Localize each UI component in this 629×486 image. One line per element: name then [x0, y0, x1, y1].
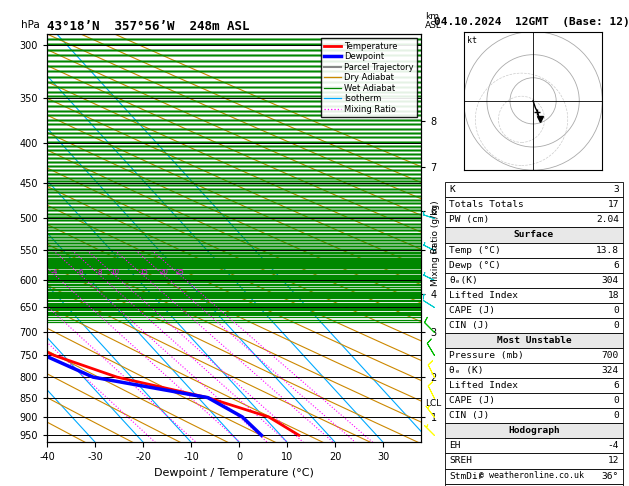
Text: θₑ(K): θₑ(K) — [449, 276, 478, 285]
Text: CAPE (J): CAPE (J) — [449, 396, 495, 405]
Text: Dewp (°C): Dewp (°C) — [449, 260, 501, 270]
Text: PW (cm): PW (cm) — [449, 215, 489, 225]
Text: θₑ (K): θₑ (K) — [449, 366, 484, 375]
Text: Totals Totals: Totals Totals — [449, 200, 524, 209]
Text: 25: 25 — [176, 269, 185, 275]
Text: Most Unstable: Most Unstable — [497, 336, 571, 345]
Text: 304: 304 — [602, 276, 619, 285]
Text: 36°: 36° — [602, 471, 619, 481]
Text: 0: 0 — [613, 396, 619, 405]
Text: 6: 6 — [613, 381, 619, 390]
Text: CIN (J): CIN (J) — [449, 321, 489, 330]
Text: CAPE (J): CAPE (J) — [449, 306, 495, 315]
Text: Hodograph: Hodograph — [508, 426, 560, 435]
Text: © weatheronline.co.uk: © weatheronline.co.uk — [479, 471, 584, 480]
Text: 04.10.2024  12GMT  (Base: 12): 04.10.2024 12GMT (Base: 12) — [433, 17, 629, 27]
Text: hPa: hPa — [21, 20, 40, 30]
Text: Lifted Index: Lifted Index — [449, 381, 518, 390]
X-axis label: Dewpoint / Temperature (°C): Dewpoint / Temperature (°C) — [154, 468, 314, 478]
Text: 0: 0 — [613, 321, 619, 330]
Text: km
ASL: km ASL — [425, 12, 442, 30]
Text: Pressure (mb): Pressure (mb) — [449, 351, 524, 360]
Text: EH: EH — [449, 441, 460, 451]
Text: 43°18’N  357°56’W  248m ASL: 43°18’N 357°56’W 248m ASL — [47, 20, 250, 33]
Text: 10: 10 — [111, 269, 120, 275]
Text: 324: 324 — [602, 366, 619, 375]
Text: SREH: SREH — [449, 456, 472, 466]
Text: K: K — [449, 185, 455, 194]
Text: 17: 17 — [608, 200, 619, 209]
Text: CIN (J): CIN (J) — [449, 411, 489, 420]
Text: 4: 4 — [53, 269, 57, 275]
Text: 12: 12 — [608, 456, 619, 466]
Text: 700: 700 — [602, 351, 619, 360]
Text: 20: 20 — [160, 269, 169, 275]
Text: Surface: Surface — [514, 230, 554, 240]
Text: 0: 0 — [613, 411, 619, 420]
Legend: Temperature, Dewpoint, Parcel Trajectory, Dry Adiabat, Wet Adiabat, Isotherm, Mi: Temperature, Dewpoint, Parcel Trajectory… — [321, 38, 417, 117]
Text: 15: 15 — [139, 269, 148, 275]
Text: Temp (°C): Temp (°C) — [449, 245, 501, 255]
Text: 2.04: 2.04 — [596, 215, 619, 225]
Text: 6: 6 — [613, 260, 619, 270]
Text: 0: 0 — [613, 306, 619, 315]
Text: LCL: LCL — [425, 399, 442, 408]
Text: 13.8: 13.8 — [596, 245, 619, 255]
Text: 3: 3 — [613, 185, 619, 194]
Text: -4: -4 — [608, 441, 619, 451]
Text: 18: 18 — [608, 291, 619, 300]
Text: Lifted Index: Lifted Index — [449, 291, 518, 300]
Text: Mixing Ratio (g/kg): Mixing Ratio (g/kg) — [431, 200, 440, 286]
Text: 8: 8 — [97, 269, 102, 275]
Text: kt: kt — [467, 36, 477, 45]
Text: 6: 6 — [79, 269, 83, 275]
Text: StmDir: StmDir — [449, 471, 484, 481]
